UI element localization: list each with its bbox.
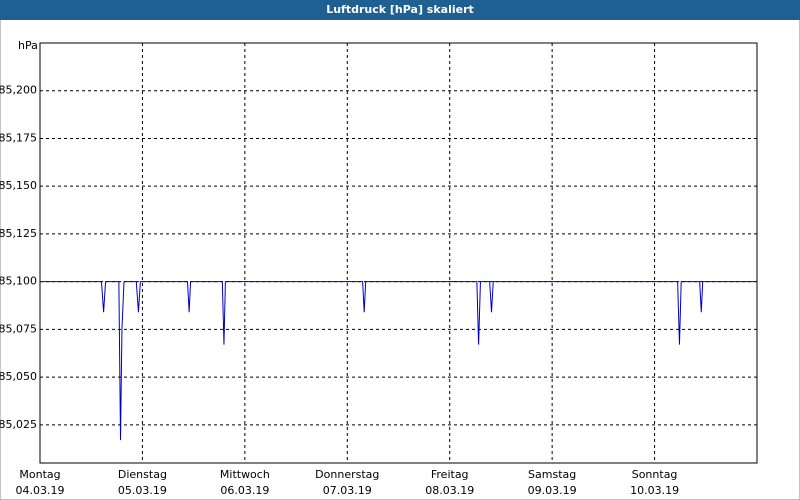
y-tick-label: 985,025 [0, 418, 37, 431]
plot-area [39, 42, 758, 464]
data-line [40, 281, 757, 441]
chart-title: Luftdruck [hPa] skaliert [326, 3, 474, 16]
x-tick-day: Dienstag [118, 468, 167, 481]
x-tick-day: Donnerstag [315, 468, 379, 481]
x-tick-label: 04.03.19 [16, 484, 65, 497]
y-tick-label: 985,200 [0, 84, 37, 97]
x-tick-label: 05.03.19 [118, 484, 167, 497]
y-tick-label: 985,075 [0, 322, 37, 335]
y-axis-label: hPa [18, 39, 38, 52]
x-tick-day: Freitag [431, 468, 469, 481]
y-tick-label: 985,175 [0, 131, 37, 144]
x-tick-day: Samstag [528, 468, 576, 481]
x-tick-label: 08.03.19 [425, 484, 474, 497]
x-tick-label: 10.03.19 [630, 484, 679, 497]
x-tick-label: 07.03.19 [323, 484, 372, 497]
title-bar [0, 0, 800, 20]
y-tick-label: 985,125 [0, 227, 37, 240]
x-tick-day: Sonntag [632, 468, 678, 481]
y-tick-label: 985,150 [0, 179, 37, 192]
y-tick-label: 985,050 [0, 370, 37, 383]
y-tick-label: 985,100 [0, 275, 37, 288]
x-tick-day: Montag [19, 468, 60, 481]
x-tick-day: Mittwoch [220, 468, 270, 481]
x-tick-label: 06.03.19 [220, 484, 269, 497]
x-tick-label: 09.03.19 [528, 484, 577, 497]
